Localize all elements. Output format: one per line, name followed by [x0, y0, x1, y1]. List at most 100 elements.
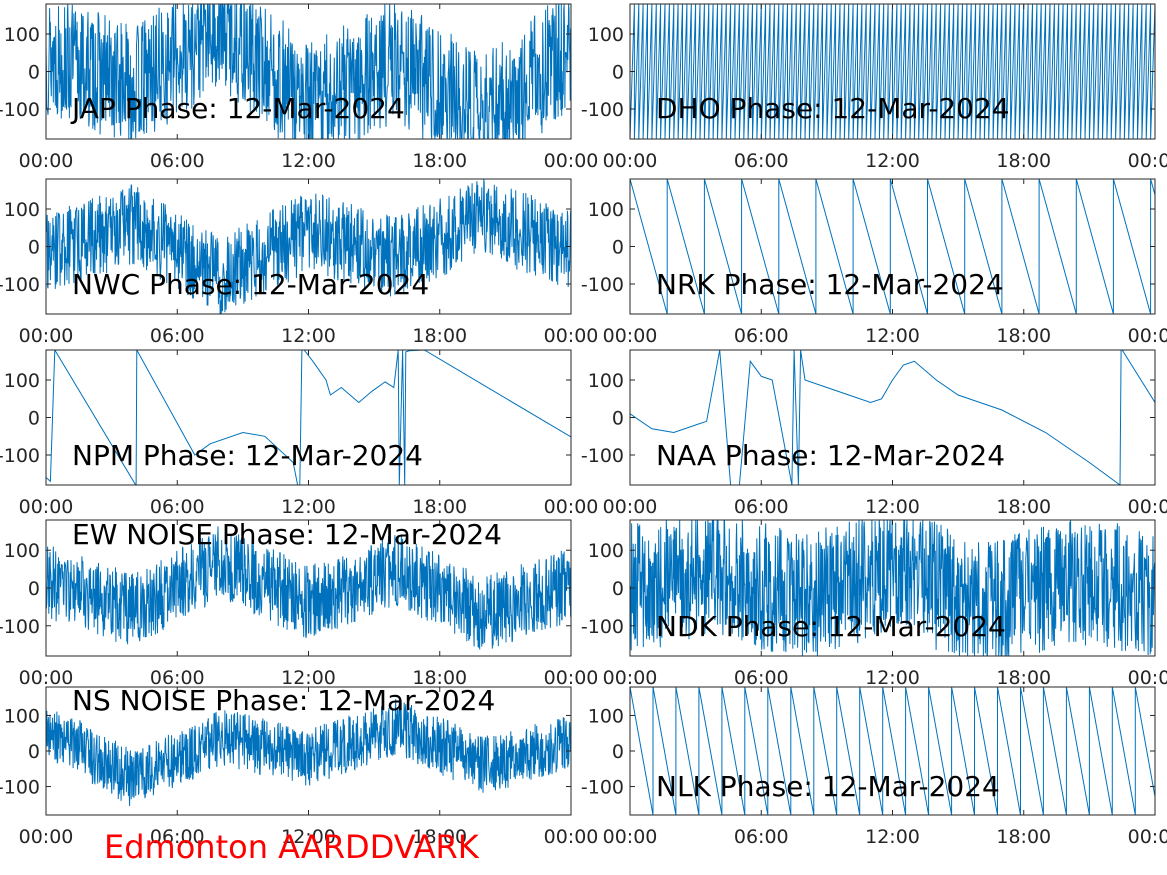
x-tick-label: 18:00 [412, 496, 467, 518]
panel-title: NRK Phase: 12-Mar-2024 [656, 268, 1004, 301]
x-tick-label: 18:00 [412, 325, 467, 347]
x-tick-label: 18:00 [412, 150, 467, 172]
panel-title: NDK Phase: 12-Mar-2024 [656, 610, 1006, 643]
x-tick-label: 06:00 [150, 150, 205, 172]
y-tick-label: 100 [4, 24, 40, 46]
y-tick-label: 0 [612, 578, 624, 600]
y-tick-label: 100 [588, 540, 624, 562]
x-tick-label: 18:00 [412, 826, 467, 848]
phase-series-line [630, 350, 1155, 485]
x-tick-label: 00:00 [603, 150, 658, 172]
phase-series-line [46, 526, 571, 650]
x-tick-label: 00:00 [19, 667, 74, 689]
y-tick-label: -100 [581, 445, 624, 467]
x-tick-label: 00:00 [1128, 325, 1167, 347]
x-tick-label: 18:00 [996, 325, 1051, 347]
x-tick-label: 06:00 [734, 667, 789, 689]
panel-title: NWC Phase: 12-Mar-2024 [72, 268, 429, 301]
y-tick-label: 100 [4, 199, 40, 221]
x-tick-label: 12:00 [281, 826, 336, 848]
x-tick-label: 06:00 [150, 667, 205, 689]
x-tick-label: 18:00 [996, 667, 1051, 689]
y-tick-label: 0 [612, 237, 624, 259]
phase-panel: 100 0 -100 00:00 06:00 12:00 18:00 00:00 NAA Pha… [581, 349, 1167, 518]
x-tick-label: 06:00 [150, 826, 205, 848]
x-tick-label: 00:00 [1128, 826, 1167, 848]
x-tick-label: 00:00 [19, 150, 74, 172]
x-tick-label: 00:00 [544, 150, 599, 172]
y-tick-label: -100 [581, 616, 624, 638]
x-tick-label: 06:00 [734, 826, 789, 848]
y-tick-label: 0 [28, 237, 40, 259]
phase-series-line [46, 179, 571, 314]
panel-title: NAA Phase: 12-Mar-2024 [656, 439, 1005, 472]
y-tick-label: 0 [28, 62, 40, 84]
y-tick-label: -100 [0, 616, 40, 638]
x-tick-label: 06:00 [150, 325, 205, 347]
x-tick-label: 06:00 [150, 496, 205, 518]
x-tick-label: 12:00 [281, 150, 336, 172]
x-tick-label: 12:00 [865, 667, 920, 689]
y-tick-label: -100 [0, 274, 40, 296]
figure-caption: Edmonton AARDDVARK [104, 828, 479, 866]
y-tick-label: 100 [4, 540, 40, 562]
phase-series-line [46, 699, 571, 807]
x-tick-label: 00:00 [544, 667, 599, 689]
panel-title: NS NOISE Phase: 12-Mar-2024 [72, 684, 495, 717]
y-tick-label: 0 [28, 741, 40, 763]
x-tick-label: 00:00 [1128, 667, 1167, 689]
x-tick-label: 00:00 [544, 496, 599, 518]
x-tick-label: 00:00 [544, 325, 599, 347]
x-tick-label: 18:00 [996, 496, 1051, 518]
y-tick-label: -100 [581, 274, 624, 296]
phase-panel: 100 0 -100 00:00 06:00 12:00 18:00 00:00 NLK Pha… [581, 686, 1167, 848]
panel-title: DHO Phase: 12-Mar-2024 [656, 92, 1010, 125]
phase-panel: 100 0 -100 00:00 06:00 12:00 18:00 00:00 NPM Pha… [0, 349, 599, 518]
x-tick-label: 18:00 [996, 826, 1051, 848]
panel-title: NLK Phase: 12-Mar-2024 [656, 770, 1000, 803]
y-tick-label: 0 [612, 741, 624, 763]
y-tick-label: -100 [0, 777, 40, 799]
x-tick-label: 12:00 [865, 325, 920, 347]
x-tick-label: 00:00 [603, 667, 658, 689]
y-tick-label: 100 [4, 705, 40, 727]
y-tick-label: 0 [612, 62, 624, 84]
x-tick-label: 06:00 [734, 496, 789, 518]
y-tick-label: 100 [588, 370, 624, 392]
phase-panel: 100 0 -100 00:00 06:00 12:00 18:00 00:00 JAP Pha… [0, 3, 599, 172]
x-tick-label: 00:00 [603, 496, 658, 518]
x-tick-label: 12:00 [865, 496, 920, 518]
x-tick-label: 18:00 [996, 150, 1051, 172]
x-tick-label: 00:00 [19, 826, 74, 848]
phase-series-line [46, 350, 571, 485]
y-tick-label: 0 [612, 408, 624, 430]
phase-panel: 100 0 -100 00:00 06:00 12:00 18:00 00:00 NRK Pha… [581, 178, 1167, 347]
panel-title: NPM Phase: 12-Mar-2024 [72, 439, 423, 472]
x-tick-label: 00:00 [603, 325, 658, 347]
x-tick-label: 12:00 [865, 826, 920, 848]
y-tick-label: -100 [0, 445, 40, 467]
y-tick-label: 100 [588, 24, 624, 46]
y-tick-label: 100 [588, 705, 624, 727]
x-tick-label: 00:00 [603, 826, 658, 848]
x-tick-label: 12:00 [865, 150, 920, 172]
y-tick-label: 100 [588, 199, 624, 221]
phase-series-line [630, 687, 1155, 815]
x-tick-label: 12:00 [281, 667, 336, 689]
y-tick-label: -100 [0, 99, 40, 121]
phase-panel: 100 0 -100 00:00 06:00 12:00 18:00 00:00 NS NOIS… [0, 684, 598, 848]
x-tick-label: 18:00 [412, 667, 467, 689]
y-tick-label: 0 [28, 578, 40, 600]
y-tick-label: 0 [28, 408, 40, 430]
phase-series-line [630, 520, 1155, 656]
x-tick-label: 06:00 [734, 325, 789, 347]
phase-panel: 100 0 -100 00:00 06:00 12:00 18:00 00:00 DHO Pha… [581, 3, 1167, 172]
panel-title: EW NOISE Phase: 12-Mar-2024 [72, 518, 502, 551]
x-tick-label: 00:00 [19, 496, 74, 518]
y-tick-label: 100 [4, 370, 40, 392]
y-tick-label: -100 [581, 777, 624, 799]
x-tick-label: 12:00 [281, 496, 336, 518]
x-tick-label: 06:00 [734, 150, 789, 172]
x-tick-label: 00:00 [1128, 496, 1167, 518]
